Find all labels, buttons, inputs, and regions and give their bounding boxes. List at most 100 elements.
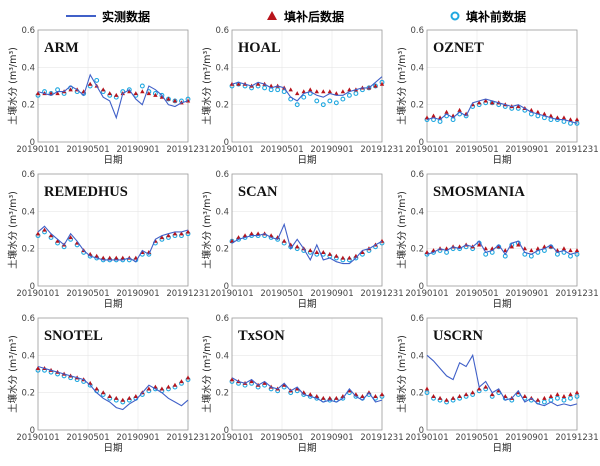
x-tick-label: 20191231 bbox=[360, 433, 403, 443]
legend-before-fill-label: 填补前数据 bbox=[466, 9, 526, 24]
y-tick-label: 0.6 bbox=[215, 170, 229, 180]
point-after-fill bbox=[340, 89, 346, 94]
point-after-fill bbox=[334, 395, 339, 400]
point-after-fill bbox=[295, 386, 300, 391]
point-after-fill bbox=[561, 394, 567, 398]
point-after-fill bbox=[561, 246, 567, 251]
point-after-fill bbox=[101, 87, 106, 92]
legend: 实测数据 填补后数据 填补前数据 bbox=[66, 9, 526, 24]
point-before-fill bbox=[568, 395, 573, 401]
point-before-fill bbox=[346, 92, 352, 98]
y-tick-label: 0.2 bbox=[21, 389, 35, 399]
x-tick-label: 20191231 bbox=[360, 145, 403, 155]
y-tick-label: 0 bbox=[30, 282, 35, 292]
y-tick-label: 0.2 bbox=[215, 245, 229, 255]
point-after-fill bbox=[555, 115, 560, 120]
series-line-observed bbox=[231, 76, 383, 102]
point-after-fill bbox=[35, 231, 41, 236]
x-axis-label: 日期 bbox=[492, 299, 511, 310]
x-tick-label: 20191231 bbox=[555, 433, 598, 443]
panel-arm: 0 0.2 0.4 0.6 20190101 20190501 20190901 201912… bbox=[7, 26, 210, 166]
point-after-fill bbox=[476, 242, 482, 247]
point-after-fill bbox=[457, 107, 462, 112]
y-tick-label: 0.4 bbox=[410, 63, 424, 73]
panel-title: SCAN bbox=[238, 184, 278, 200]
point-before-fill bbox=[444, 249, 450, 255]
series-line-observed bbox=[231, 222, 383, 265]
point-after-fill bbox=[179, 231, 184, 236]
point-after-fill bbox=[568, 248, 573, 253]
point-after-fill bbox=[101, 390, 106, 395]
x-tick-label: 20190501 bbox=[455, 289, 498, 299]
x-tick-label: 20190901 bbox=[505, 433, 548, 443]
point-before-fill bbox=[275, 87, 281, 93]
point-after-fill bbox=[431, 113, 436, 118]
x-tick-label: 20190501 bbox=[260, 433, 303, 443]
point-after-fill bbox=[548, 394, 554, 398]
point-after-fill bbox=[490, 392, 495, 397]
point-after-fill bbox=[68, 87, 73, 92]
point-after-fill bbox=[229, 377, 235, 382]
y-tick-label: 0 bbox=[224, 426, 229, 436]
point-after-fill bbox=[483, 384, 488, 389]
y-tick-label: 0 bbox=[419, 138, 424, 148]
point-after-fill bbox=[522, 246, 528, 251]
point-after-fill bbox=[281, 238, 287, 243]
y-tick-label: 0.6 bbox=[21, 170, 35, 180]
point-after-fill bbox=[255, 231, 261, 236]
y-tick-label: 0.6 bbox=[21, 26, 35, 36]
y-tick-label: 0.2 bbox=[410, 245, 424, 255]
point-before-fill bbox=[281, 89, 287, 95]
y-tick-label: 0.4 bbox=[21, 63, 35, 73]
point-after-fill bbox=[424, 250, 430, 254]
x-tick-label: 20190101 bbox=[210, 289, 253, 299]
point-before-fill bbox=[340, 96, 346, 102]
point-after-fill bbox=[295, 244, 300, 249]
point-after-fill bbox=[334, 253, 339, 258]
panel-title: SNOTEL bbox=[44, 328, 103, 344]
y-tick-label: 0.4 bbox=[410, 351, 424, 361]
point-after-fill bbox=[242, 233, 248, 238]
y-tick-label: 0 bbox=[224, 282, 229, 292]
point-after-fill bbox=[568, 392, 573, 397]
point-before-fill bbox=[574, 251, 580, 257]
point-after-fill bbox=[574, 390, 580, 395]
point-after-fill bbox=[529, 107, 534, 112]
y-tick-label: 0 bbox=[30, 426, 35, 436]
y-tick-label: 0.4 bbox=[215, 63, 229, 73]
y-tick-label: 0.4 bbox=[215, 207, 229, 217]
y-axis-label: 土壤水分 (m³/m³) bbox=[201, 191, 213, 269]
point-before-fill bbox=[320, 102, 326, 108]
axes-frame bbox=[37, 317, 189, 431]
x-tick-label: 20190501 bbox=[66, 145, 109, 155]
point-after-fill bbox=[542, 111, 547, 116]
y-tick-label: 0 bbox=[419, 426, 424, 436]
point-after-fill bbox=[114, 395, 119, 400]
x-tick-label: 20190901 bbox=[116, 433, 159, 443]
point-after-fill bbox=[483, 246, 488, 251]
point-after-fill bbox=[55, 91, 60, 96]
y-tick-label: 0.2 bbox=[410, 389, 424, 399]
point-after-fill bbox=[542, 244, 547, 249]
point-after-fill bbox=[327, 395, 333, 400]
point-after-fill bbox=[548, 113, 554, 118]
point-after-fill bbox=[340, 255, 346, 260]
point-after-fill bbox=[172, 98, 178, 103]
point-after-fill bbox=[127, 395, 132, 400]
point-after-fill bbox=[321, 89, 326, 94]
point-after-fill bbox=[133, 91, 139, 96]
x-tick-label: 20190501 bbox=[455, 433, 498, 443]
x-axis-label: 日期 bbox=[297, 299, 316, 310]
point-after-fill bbox=[179, 379, 184, 384]
point-after-fill bbox=[262, 380, 267, 385]
point-after-fill bbox=[450, 395, 456, 400]
y-tick-label: 0.2 bbox=[21, 101, 35, 111]
point-after-fill bbox=[185, 375, 191, 380]
point-after-fill bbox=[172, 231, 178, 236]
x-tick-label: 20190101 bbox=[16, 433, 59, 443]
x-tick-label: 20191231 bbox=[166, 145, 209, 155]
point-before-fill bbox=[262, 85, 268, 91]
point-after-fill bbox=[555, 392, 560, 397]
